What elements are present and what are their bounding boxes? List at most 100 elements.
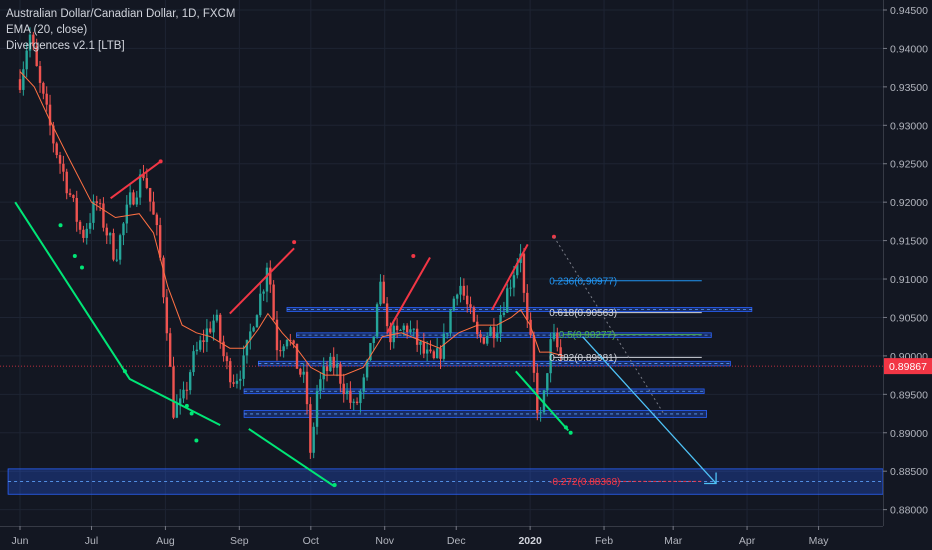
candle-body <box>168 333 172 367</box>
bullish-divergence-dot <box>72 253 77 258</box>
bullish-divergence-dot <box>122 369 127 374</box>
candle-body <box>429 349 432 352</box>
legend-divergences[interactable]: Divergences v2.1 [LTB] <box>6 40 125 52</box>
candle-body <box>292 340 295 344</box>
y-tick-label: 0.94000 <box>890 43 928 55</box>
candle-body <box>345 390 349 395</box>
candle-body <box>72 194 75 198</box>
candle-body <box>319 379 322 391</box>
current-price-badge <box>884 358 932 375</box>
candle-body <box>295 343 299 369</box>
y-tick-label: 0.89000 <box>890 428 928 440</box>
candle-body <box>422 341 426 354</box>
candle-body <box>362 377 365 392</box>
candle-body <box>516 262 519 276</box>
x-axis-background <box>0 526 883 550</box>
candle-body <box>142 174 145 179</box>
candle-body <box>202 340 205 343</box>
candle-body <box>335 364 339 368</box>
candle-body <box>255 315 259 328</box>
candle-body <box>145 178 149 188</box>
bullish-divergence-dot <box>568 430 573 435</box>
candle-body <box>212 320 215 333</box>
candle-body <box>195 349 199 352</box>
candle-body <box>52 125 55 144</box>
candle-body <box>185 389 189 391</box>
y-tick-label: 0.94500 <box>890 5 928 17</box>
candle-body <box>92 201 95 223</box>
candle-body <box>209 328 212 333</box>
x-tick-label: Aug <box>156 535 175 547</box>
candle-body <box>402 325 405 330</box>
candle-body <box>158 225 162 258</box>
current-price-label: 0.89867 <box>889 361 927 373</box>
candle-body <box>152 201 155 215</box>
candle-body <box>372 336 375 343</box>
zone-4 <box>243 410 707 418</box>
legend-symbol[interactable]: Australian Dollar/Canadian Dollar, 1D, F… <box>6 8 236 20</box>
candle-body <box>162 257 165 298</box>
candle-body <box>78 221 82 230</box>
candle-body <box>242 355 245 379</box>
candle-body <box>369 342 372 361</box>
candle-body <box>439 348 442 359</box>
candle-body <box>252 327 255 332</box>
candle-body <box>282 346 285 352</box>
candle-body <box>415 328 419 345</box>
bullish-divergence-dot <box>332 483 337 488</box>
candle-body <box>229 361 232 383</box>
candle-body <box>219 314 222 342</box>
candlesticks <box>18 27 562 459</box>
candle-body <box>62 163 65 172</box>
candle-body <box>309 404 312 453</box>
candle-body <box>499 314 502 334</box>
bullish-divergence-dot <box>194 438 199 443</box>
x-tick-label: Nov <box>375 535 394 547</box>
legend-ema[interactable]: EMA (20, close) <box>6 24 88 36</box>
candle-body <box>128 192 132 205</box>
candle-body <box>75 197 78 222</box>
candle-body <box>539 412 542 414</box>
candle-body <box>275 319 279 351</box>
candle-body <box>192 351 195 373</box>
candle-body <box>496 333 499 339</box>
candle-body <box>272 284 275 320</box>
candle-body <box>325 366 329 372</box>
candle-body <box>382 281 385 304</box>
candle-body <box>395 325 399 331</box>
candle-body <box>239 378 242 381</box>
bullish-divergence-dot <box>58 223 63 228</box>
fib-label-3: 0.382(0.89981) <box>549 353 617 364</box>
candle-body <box>279 350 282 352</box>
candle-body <box>405 325 409 333</box>
candle-body <box>265 267 269 292</box>
candle-body <box>182 389 185 399</box>
candle-body <box>82 229 85 238</box>
candle-body <box>155 214 159 226</box>
candle-body <box>479 334 482 338</box>
candle-body <box>472 307 476 322</box>
candle-body <box>379 281 382 305</box>
candle-body <box>409 329 412 333</box>
candle-body <box>459 285 462 295</box>
fib-label-0: 0.236(0.90977) <box>549 276 617 287</box>
bearish-divergence-dot <box>292 240 297 245</box>
candle-body <box>342 383 345 395</box>
candle-body <box>352 401 355 403</box>
candle-body <box>466 295 469 305</box>
candle-body <box>502 312 506 315</box>
x-tick-label: Jun <box>12 535 29 547</box>
plot-background <box>0 0 883 526</box>
candle-body <box>42 82 45 94</box>
support-resistance-zones <box>7 307 884 495</box>
candle-body <box>492 327 496 339</box>
candle-body <box>98 203 102 205</box>
candle-body <box>559 347 562 356</box>
candle-body <box>546 373 549 391</box>
candle-body <box>118 235 122 260</box>
divergence-line-0 <box>110 160 162 200</box>
candle-body <box>245 339 249 356</box>
candle-body <box>302 371 305 375</box>
candle-body <box>399 329 402 331</box>
